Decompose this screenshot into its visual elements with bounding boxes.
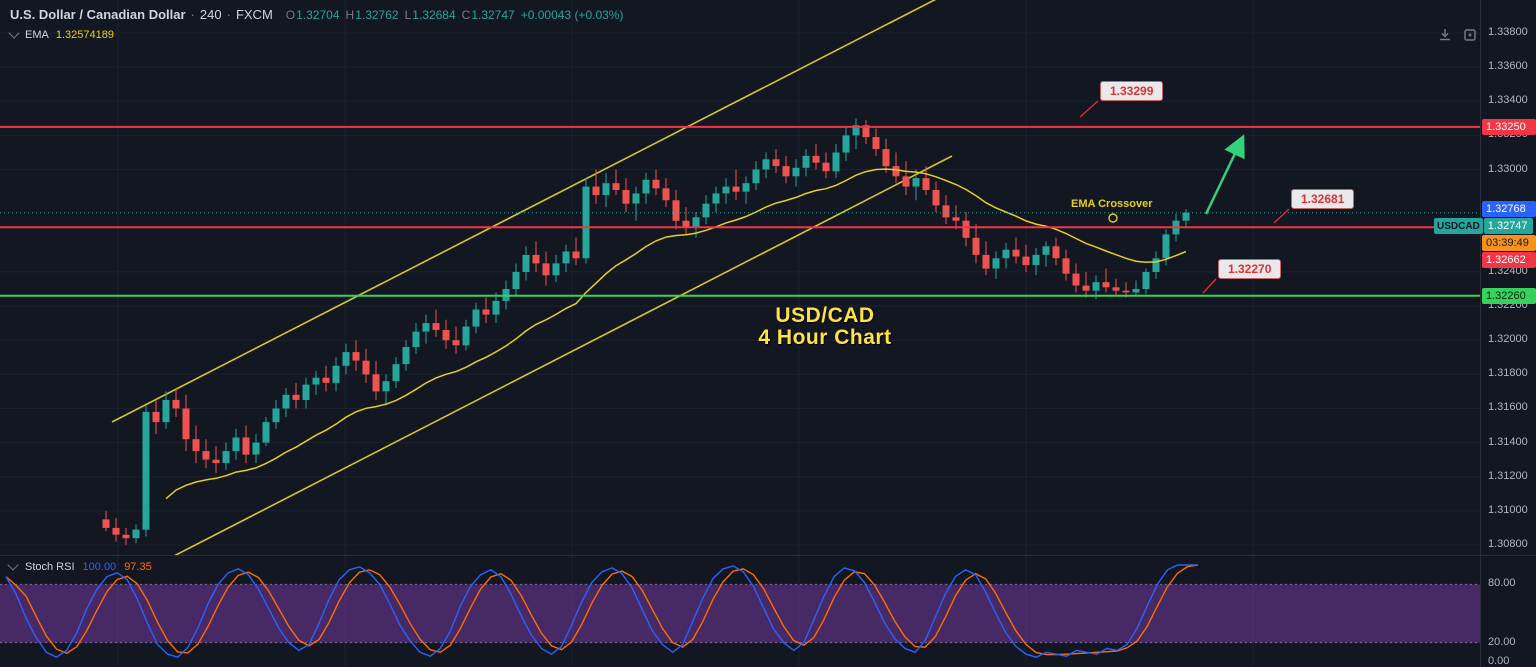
stoch-k-value: 100.00 [82,561,117,573]
stoch-rsi-header[interactable]: Stoch RSI 100.00 97.35 [7,559,152,573]
stoch-band [0,584,1480,643]
open-value: 1.32704 [296,8,340,22]
chart-header: U.S. Dollar / Canadian Dollar · 240 · FX… [8,7,624,41]
maximize-icon[interactable] [1462,27,1478,43]
ema-label: EMA [25,29,49,41]
price-scale-label: 1.32400 [1488,265,1528,277]
interval-label[interactable]: 240 [199,7,222,22]
price-callout[interactable]: 1.32270 [1218,259,1282,279]
close-value: 1.32747 [471,8,515,22]
separator-dot: · [190,7,195,22]
watermark-line2: 4 Hour Chart [758,326,892,349]
symbol-tag: USDCAD [1434,218,1483,234]
last-price-tag-row: USDCAD 1.32747 [1434,218,1533,234]
watermark-line1: USD/CAD [775,304,875,327]
price-scale-label: 1.33800 [1488,26,1528,38]
change-value: +0.00043 (+0.03%) [520,8,624,22]
symbol-title[interactable]: U.S. Dollar / Canadian Dollar [10,7,186,22]
ema-value: 1.32574189 [55,29,114,41]
chevron-down-icon[interactable] [7,559,19,571]
stoch-scale-label: 20.00 [1488,636,1516,648]
price-scale-label: 1.31600 [1488,401,1528,413]
price-callout[interactable]: 1.33299 [1100,81,1164,101]
stoch-scale-label: 0.00 [1488,655,1510,667]
price-scale-label: 1.31000 [1488,504,1528,516]
trend-channel-upper-line[interactable] [111,0,950,423]
grid-main [0,0,1480,556]
ema-crossover-marker [1108,213,1118,223]
callout-pointer-line [1202,278,1217,294]
main-chart-canvas[interactable] [0,0,1480,556]
ema-line [165,168,1187,500]
high-label: H [345,8,355,22]
alert-price-tag[interactable]: 1.32768 [1482,201,1536,217]
price-scale-label: 1.33600 [1488,60,1528,72]
download-icon[interactable] [1437,27,1453,43]
ema-level-price-tag[interactable]: 1.32662 [1482,252,1536,268]
low-label: L [404,8,412,22]
separator-dot: · [226,7,231,22]
support-price-tag[interactable]: 1.32260 [1482,288,1536,304]
stoch-rsi-canvas[interactable] [0,556,1480,667]
price-scale-label: 1.31400 [1488,436,1528,448]
callout-pointer-line [1273,208,1290,224]
pane-separator[interactable] [0,555,1536,556]
stoch-d-value: 97.35 [124,561,152,573]
stoch-rsi-label: Stoch RSI [25,561,75,573]
low-value: 1.32684 [412,8,456,22]
callout-pointer-line [1079,100,1099,118]
candles-layer [102,118,1190,545]
price-axis[interactable]: 1.338001.336001.334001.332001.330001.324… [1434,0,1536,667]
stoch-k-line [5,564,1198,659]
ema-indicator-row[interactable]: EMA 1.32574189 [8,27,623,41]
last-price-tag: 1.32747 [1483,218,1533,234]
chart-toolbar-icons [1437,27,1478,43]
high-value: 1.32762 [355,8,399,22]
stoch-d-line [5,564,1198,656]
price-scale-label: 1.30800 [1488,538,1528,550]
chevron-down-icon[interactable] [8,27,20,39]
stoch-scale-label: 80.00 [1488,577,1516,589]
ema-crossover-label[interactable]: EMA Crossover [1071,198,1153,210]
ohlc-readout: O 1.32704 H 1.32762 L 1.32684 C 1.32747 +0.0… [286,8,624,22]
price-scale-label: 1.31200 [1488,470,1528,482]
exchange-label: FXCM [235,7,273,22]
up-trend-arrow[interactable] [1204,134,1245,215]
close-label: C [461,8,471,22]
trend-channel-lower-line[interactable] [170,155,953,556]
price-scale-label: 1.33400 [1488,94,1528,106]
chart-title-watermark: USD/CAD 4 Hour Chart [758,305,891,349]
price-scale-label: 1.32000 [1488,333,1528,345]
price-scale-label: 1.31800 [1488,367,1528,379]
price-scale-label: 1.33000 [1488,163,1528,175]
open-label: O [285,8,296,22]
resistance-price-tag[interactable]: 1.33250 [1482,119,1536,135]
countdown-tag: 03:39:49 [1482,235,1536,251]
price-callout[interactable]: 1.32681 [1291,189,1355,209]
